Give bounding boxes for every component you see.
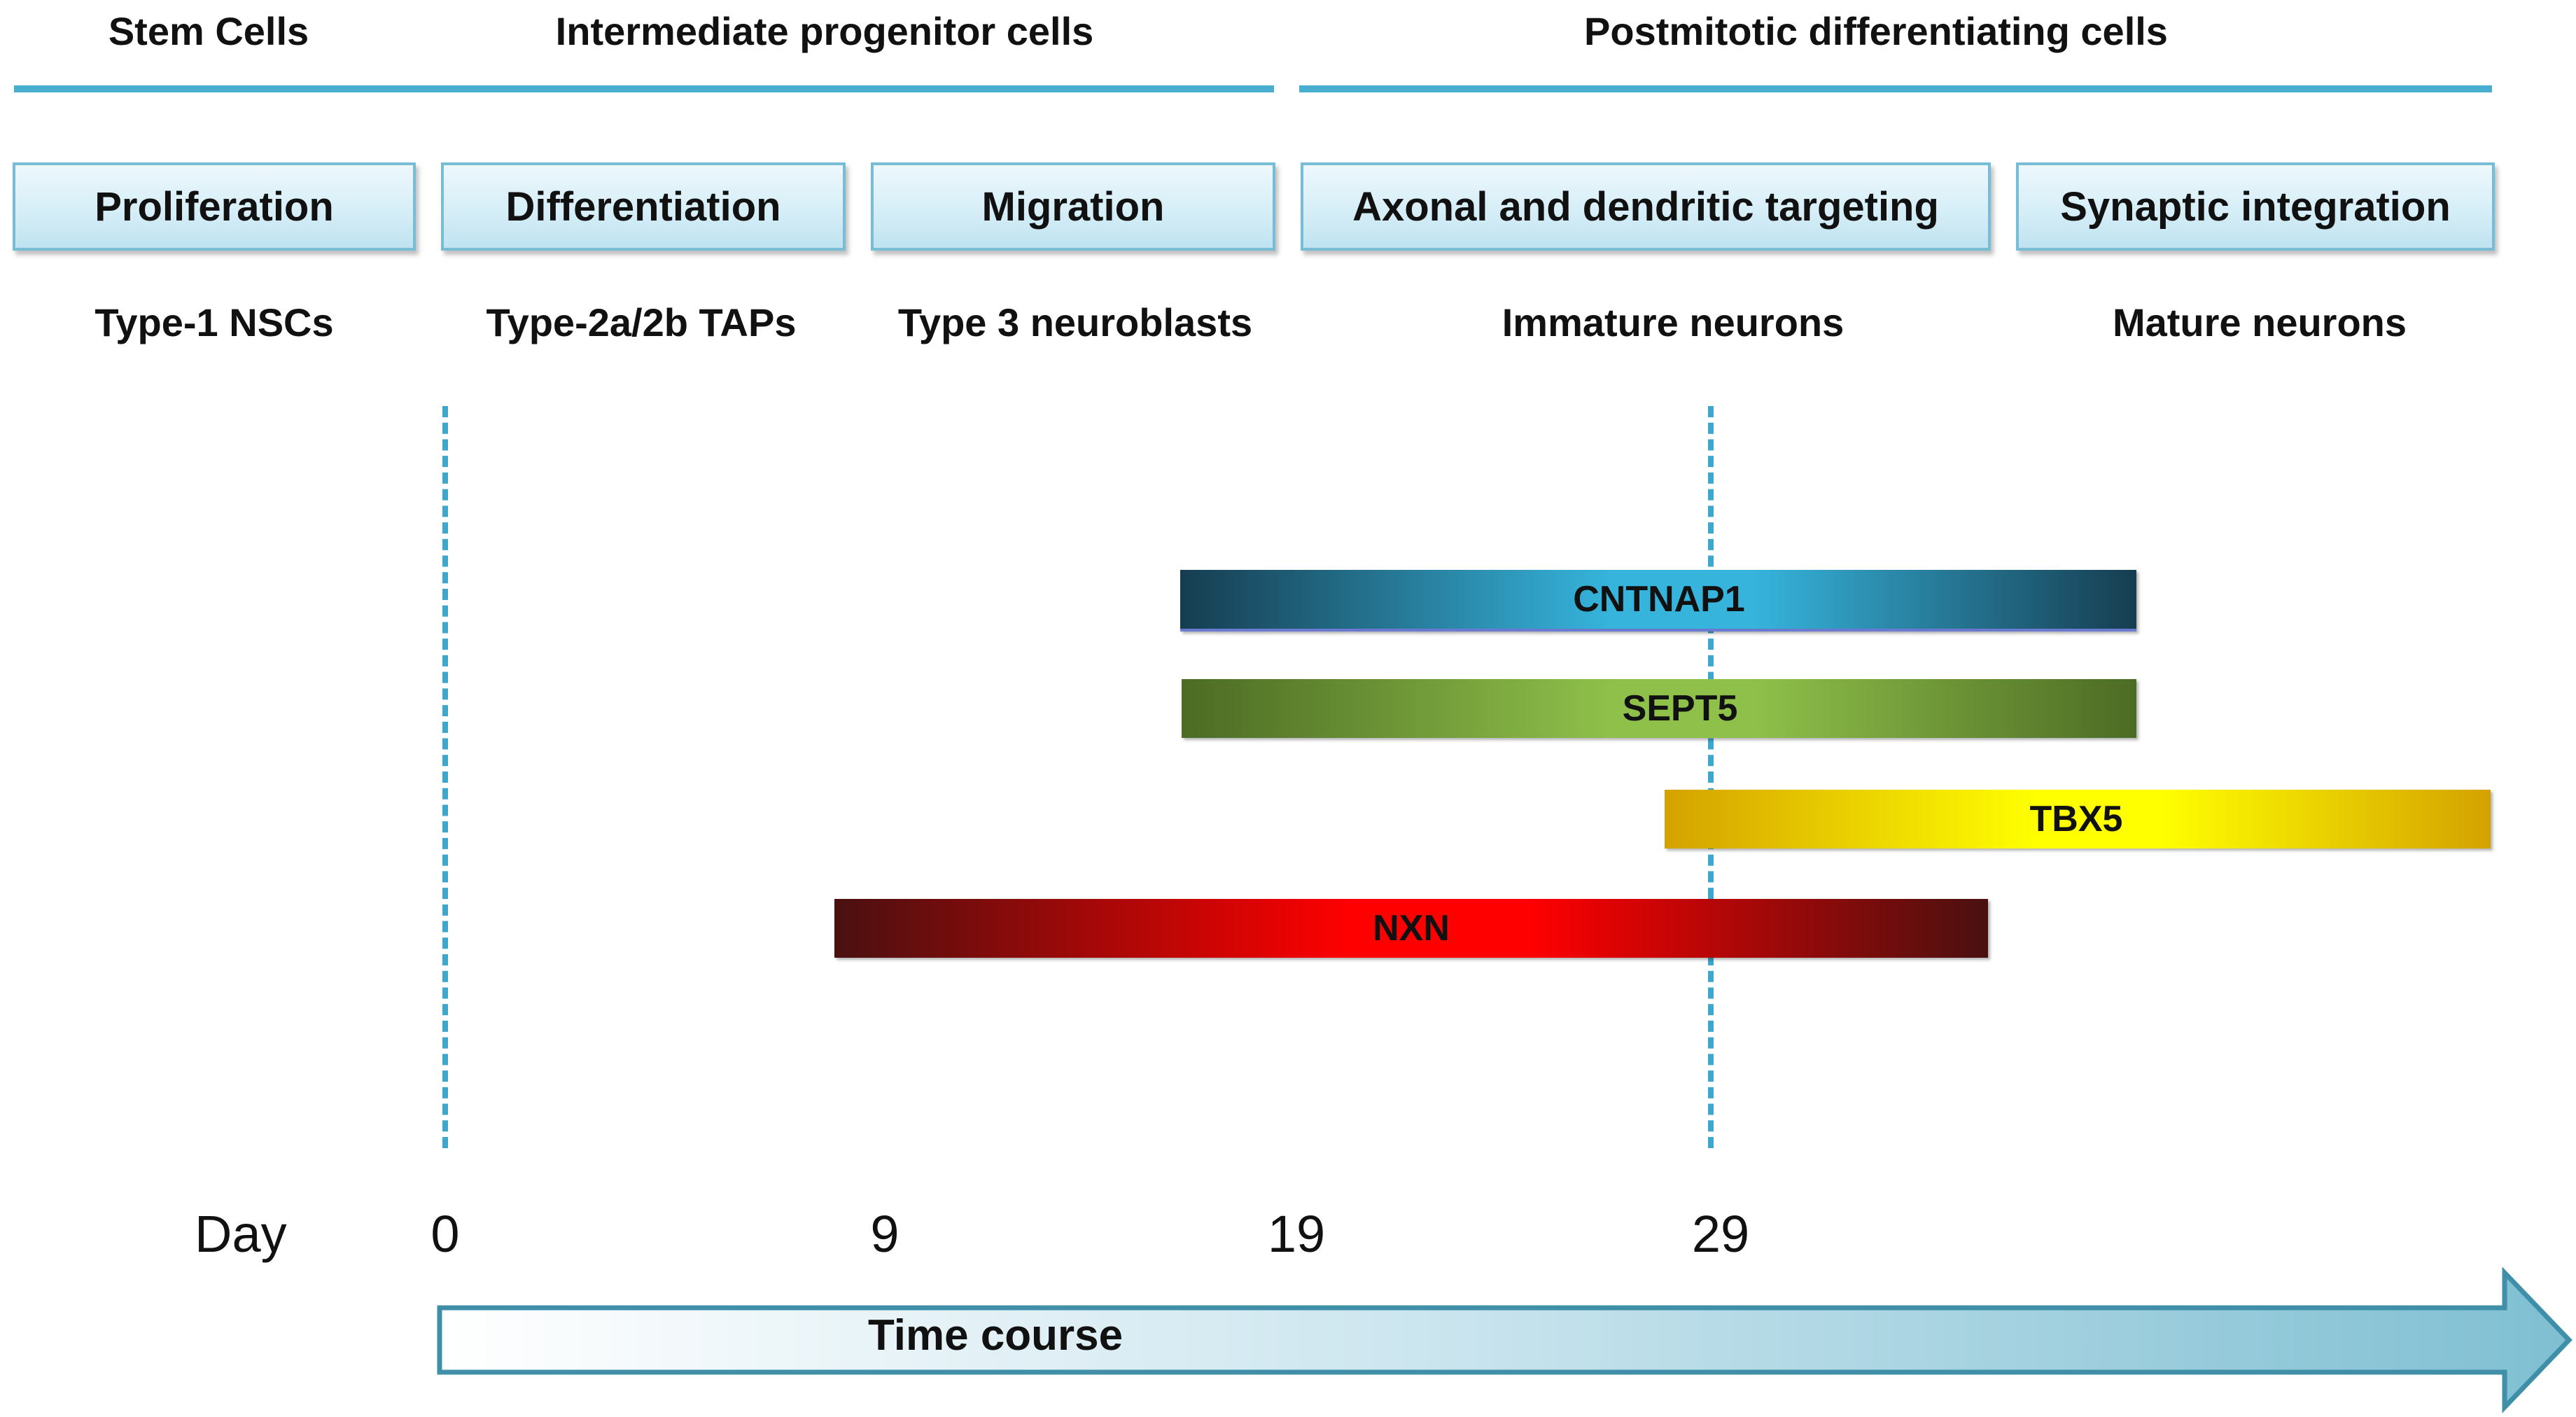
time-course-label: Time course: [868, 1311, 1124, 1360]
phase-differentiation: Differentiation: [441, 162, 846, 251]
day-tick-0: 0: [430, 1205, 460, 1263]
header-stem-cells: Stem Cells: [108, 9, 309, 53]
rule-progenitor: [14, 85, 1274, 92]
gene-label-sept5: SEPT5: [1622, 688, 1738, 729]
time-course-arrow: [437, 1267, 2572, 1413]
day-tick-9: 9: [870, 1205, 899, 1263]
phase-proliferation: Proliferation: [13, 162, 416, 251]
phase-synaptic-integration: Synaptic integration: [2016, 162, 2495, 251]
day-29-marker-line: [1708, 406, 1714, 1148]
cell-type-3-neuroblasts: Type 3 neuroblasts: [897, 300, 1253, 344]
gene-bar-sept5: SEPT5: [1182, 679, 2136, 738]
phase-migration: Migration: [871, 162, 1275, 251]
gene-label-tbx5: TBX5: [2029, 799, 2123, 839]
gene-bar-nxn: NXN: [834, 899, 1988, 958]
rule-postmitotic: [1299, 85, 2492, 92]
cell-immature-neurons: Immature neurons: [1502, 300, 1844, 344]
day-0-marker-line: [442, 406, 448, 1148]
day-tick-19: 19: [1267, 1205, 1326, 1263]
gene-label-cntnap1: CNTNAP1: [1573, 579, 1745, 620]
gene-label-nxn: NXN: [1373, 908, 1450, 949]
cell-mature-neurons: Mature neurons: [2112, 300, 2407, 344]
day-axis-label: Day: [195, 1205, 287, 1263]
day-tick-29: 29: [1691, 1205, 1750, 1263]
cell-type-2-taps: Type-2a/2b TAPs: [486, 300, 797, 344]
phase-axonal-dendritic-targeting: Axonal and dendritic targeting: [1301, 162, 1991, 251]
header-postmitotic: Postmitotic differentiating cells: [1584, 9, 2168, 53]
cell-type-1-nscs: Type-1 NSCs: [94, 300, 334, 344]
gene-bar-tbx5: TBX5: [1665, 790, 2491, 849]
header-intermediate-progenitor: Intermediate progenitor cells: [555, 9, 1094, 53]
gene-bar-cntnap1: CNTNAP1: [1180, 570, 2136, 631]
